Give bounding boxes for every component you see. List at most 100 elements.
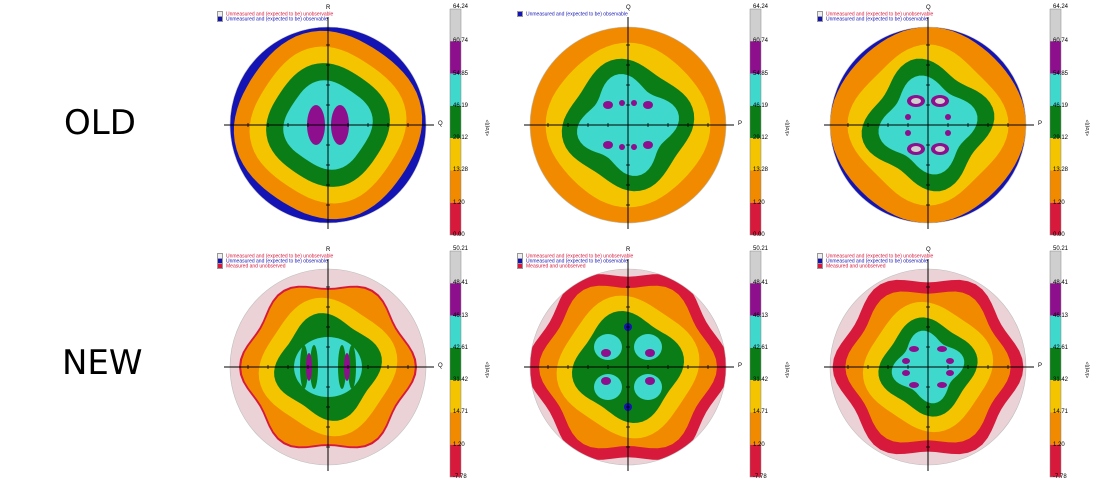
scale-segment (1050, 73, 1061, 106)
axis-label-right: P (738, 121, 743, 127)
scale-label: 14.71 (453, 409, 469, 416)
polar-plot (524, 8, 762, 236)
scale-label: 13.28 (453, 167, 469, 174)
legend-swatch (517, 263, 523, 269)
scale-label: 48.41 (753, 280, 769, 287)
purple-spot (946, 358, 954, 364)
scale-label: 1.20 (753, 199, 765, 206)
scale-unit-label: <I/σ(I)> (1085, 119, 1091, 136)
scale-segment (450, 283, 461, 316)
scale-label: 46.13 (1053, 312, 1069, 319)
axis-label-top: R (326, 5, 331, 11)
scale-label: 54.85 (453, 70, 469, 77)
plot-panel-old-1: 64.24 60.74 54.85 46.19 29.12 13.28 1.20 0.00 <I… (205, 2, 491, 242)
scale-frame (749, 250, 762, 478)
legend-note: Unmeasured and (expected to be) observab… (817, 16, 928, 22)
cyan-lobe (594, 334, 622, 360)
legend-note-text: Unmeasured and (expected to be) unobserv… (226, 11, 334, 18)
polar-plot (224, 8, 462, 236)
scale-unit-label: <I/σ(I)> (485, 361, 491, 378)
scale-segment (1050, 251, 1061, 284)
scale-label: 1.20 (753, 441, 765, 448)
legend-swatch (817, 16, 823, 22)
legend-note-text: Unmeasured and (expected to be) observab… (826, 16, 928, 23)
scale-segment (1050, 283, 1061, 316)
white-spot (935, 146, 945, 152)
scale-label: 29.12 (1053, 135, 1069, 142)
purple-spot (619, 100, 625, 106)
axis-label-right: Q (438, 363, 443, 369)
scale-label: 31.42 (1053, 377, 1069, 384)
scale-label: 46.13 (453, 312, 469, 319)
axis-label-right: P (1038, 121, 1043, 127)
scale-segment (750, 412, 761, 445)
scale-segment (450, 202, 461, 235)
scale-label: 29.12 (453, 135, 469, 142)
legend-note-text: Unmeasured and (expected to be) observab… (226, 16, 328, 23)
scale-unit-label: <I/σ(I)> (1085, 361, 1091, 378)
legend-note: Measured and unobserved (217, 263, 286, 269)
purple-spot (905, 130, 911, 136)
scale-label: 31.42 (453, 377, 469, 384)
axis-label-right: Q (438, 121, 443, 127)
polar-plot (524, 250, 762, 478)
plot-panel-old-3: 64.24 60.74 54.85 46.19 29.12 13.28 1.20 0.00 <I… (805, 2, 1091, 242)
scale-segment (750, 380, 761, 413)
scale-label: -7.78 (1053, 474, 1067, 480)
legend-note-text: Unmeasured and (expected to be) observab… (526, 258, 628, 265)
legend-note-text: Unmeasured and (expected to be) observab… (526, 11, 628, 18)
purple-spot (643, 101, 653, 109)
scale-label: -7.78 (453, 474, 467, 480)
scale-segment (450, 347, 461, 381)
scale-segment (450, 251, 461, 284)
scale-label: 14.71 (753, 409, 769, 416)
purple-spot (603, 141, 613, 149)
scale-segment (450, 138, 461, 171)
cyan-lobe (634, 334, 662, 360)
axis-label-top: Q (926, 247, 931, 253)
purple-spot (603, 101, 613, 109)
scale-frame (1049, 250, 1062, 478)
scale-label: 42.61 (753, 344, 769, 351)
axis-label-top: Q (626, 5, 631, 11)
scale-label: 31.42 (753, 377, 769, 384)
scale-label: 42.61 (453, 344, 469, 351)
scale-segment (750, 202, 761, 235)
legend-note: Measured and unobserved (817, 263, 886, 269)
scale-label: 54.85 (1053, 70, 1069, 77)
legend-note-text: Unmeasured and (expected to be) unobserv… (826, 253, 934, 260)
scale-segment (750, 283, 761, 316)
scale-label: 64.24 (1053, 4, 1069, 10)
legend-swatch (517, 11, 523, 17)
scale-frame (449, 250, 462, 478)
scale-unit-label: <I/σ(I)> (485, 119, 491, 136)
purple-spot (902, 370, 910, 376)
scale-segment (1050, 444, 1061, 477)
white-spot (911, 98, 921, 104)
scale-label: 64.24 (753, 4, 769, 10)
legend-swatch (217, 16, 223, 22)
legend-swatch (817, 263, 823, 269)
scale-label: 50.21 (753, 246, 769, 252)
scale-segment (1050, 41, 1061, 74)
purple-spot (945, 114, 951, 120)
purple-spot (645, 377, 655, 385)
scale-segment (450, 380, 461, 413)
row-label-old: OLD (64, 103, 136, 143)
purple-spot (905, 114, 911, 120)
axis-label-right: P (738, 363, 743, 369)
scale-segment (1050, 105, 1061, 139)
legend-note-text: Unmeasured and (expected to be) observab… (226, 258, 328, 265)
plot-panel-new-3: 50.21 48.41 46.13 42.61 31.42 14.71 1.20 -7.78 <… (805, 244, 1091, 484)
legend-note-text: Unmeasured and (expected to be) unobserv… (226, 253, 334, 260)
purple-spot (631, 144, 637, 150)
purple-spot (937, 346, 947, 352)
scale-segment (1050, 9, 1061, 42)
plot-panel-old-2: 64.24 60.74 54.85 46.19 29.12 13.28 1.20 0.00 <I… (505, 2, 791, 242)
legend-note-text: Measured and unobserved (226, 263, 286, 270)
cyan-lobe (634, 374, 662, 400)
scale-label: 1.20 (453, 441, 465, 448)
scale-label: 0.00 (453, 232, 465, 238)
scale-label: 64.24 (453, 4, 469, 10)
scale-label: 60.74 (453, 38, 469, 45)
